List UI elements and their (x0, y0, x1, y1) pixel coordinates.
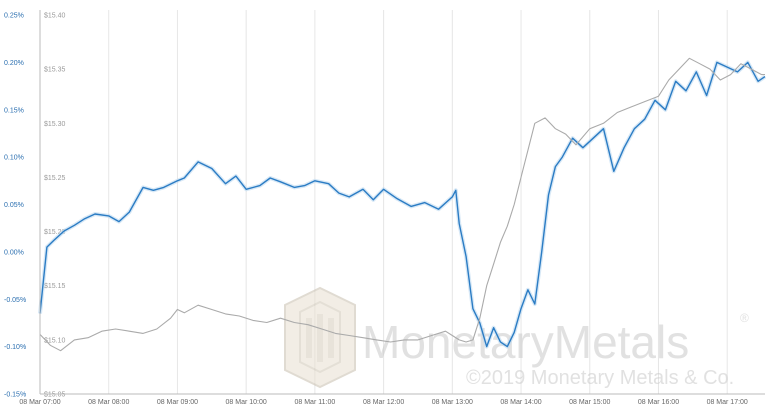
watermark: MonetaryMetals ® ©2019 Monetary Metals &… (284, 286, 749, 389)
watermark-logo-icon (284, 286, 356, 389)
y-right-tick-label: $15.30 (44, 121, 66, 128)
y-left-tick-label: 0.20% (4, 60, 24, 67)
x-tick-label: 08 Mar 16:00 (638, 399, 679, 406)
x-tick-label: 08 Mar 11:00 (295, 399, 336, 406)
vertical-grid (39, 10, 728, 394)
watermark-copyright: ©2019 Monetary Metals & Co. (466, 367, 734, 389)
y-left-tick-label: 0.10% (4, 155, 24, 162)
x-tick-label: 08 Mar 07:00 (19, 399, 60, 406)
x-tick-label: 08 Mar 10:00 (226, 399, 267, 406)
x-axis-ticks: 08 Mar 07:00 08 Mar 08:00 08 Mar 09:00 08 M… (19, 399, 748, 406)
y-left-tick-label: 0.00% (4, 249, 24, 256)
x-tick-label: 08 Mar 12:00 (363, 399, 404, 406)
y-axis-left-ticks: 0.25% 0.20% 0.15% 0.10% 0.05% 0.00% -0.05% -0.1… (4, 13, 26, 399)
y-right-tick-label: $15.35 (44, 67, 66, 74)
y-right-tick-label: $15.10 (44, 337, 66, 344)
series-line-percent (39, 61, 766, 348)
x-tick-label: 08 Mar 09:00 (157, 399, 198, 406)
y-right-tick-label: $15.05 (44, 392, 66, 399)
x-tick-label: 08 Mar 17:00 (707, 399, 748, 406)
x-tick-label: 08 Mar 13:00 (432, 399, 473, 406)
y-right-tick-label: $15.15 (44, 283, 66, 290)
y-left-tick-label: -0.10% (4, 344, 26, 351)
y-right-tick-label: $15.25 (44, 175, 66, 182)
x-tick-label: 08 Mar 08:00 (88, 399, 129, 406)
y-left-tick-label: -0.15% (4, 392, 26, 399)
series-glow-line (38, 60, 767, 349)
y-axis-right-ticks: $15.40 $15.35 $15.30 $15.25 $15.20 $15.15 $15.… (44, 13, 66, 399)
y-right-tick-label: $15.40 (44, 13, 66, 20)
series-line-price (39, 57, 765, 352)
series-lines (38, 57, 767, 352)
x-tick-label: 08 Mar 15:00 (569, 399, 610, 406)
watermark-brand: MonetaryMetals (362, 316, 689, 368)
y-left-tick-label: 0.15% (4, 107, 24, 114)
y-right-tick-label: $15.20 (44, 229, 66, 236)
watermark-registered: ® (740, 311, 749, 325)
y-left-tick-label: 0.25% (4, 13, 24, 20)
y-left-tick-label: -0.05% (4, 297, 26, 304)
y-left-tick-label: 0.05% (4, 202, 24, 209)
x-tick-label: 08 Mar 14:00 (500, 399, 541, 406)
